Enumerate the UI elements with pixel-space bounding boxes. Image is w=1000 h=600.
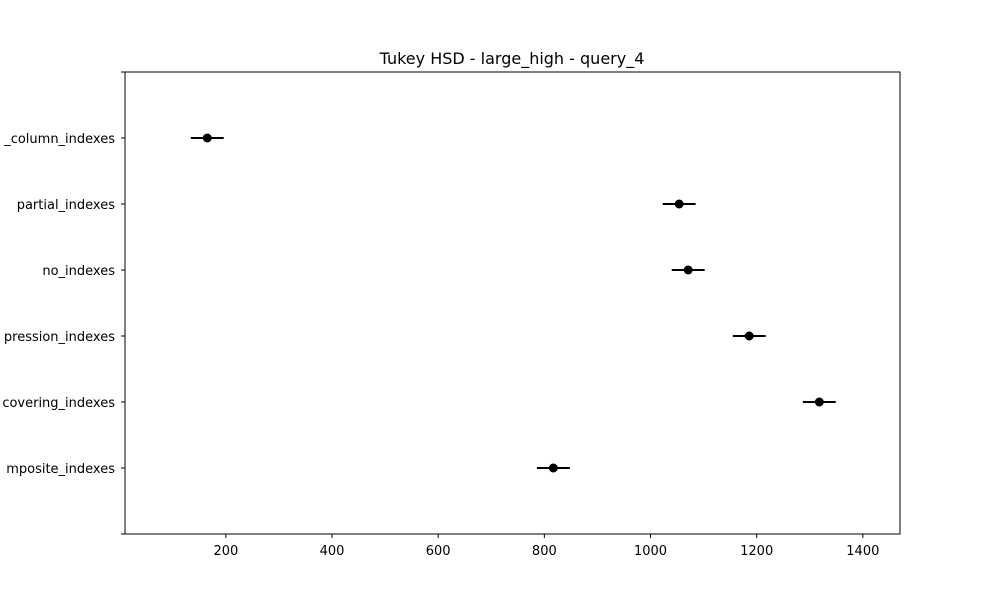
x-tick-label: 600 [426, 544, 451, 559]
x-tick-label: 800 [532, 544, 557, 559]
mean-point-partial_indexes [674, 199, 684, 209]
y-tick-label: _column_indexes [3, 132, 115, 147]
data-marks [190, 133, 836, 473]
mean-point-no_indexes [683, 265, 693, 275]
mean-point-expression_indexes [744, 331, 754, 341]
y-tick-label: pression_indexes [4, 330, 115, 345]
chart-title: Tukey HSD - large_high - query_4 [379, 49, 645, 69]
y-tick-label: no_indexes [42, 264, 115, 279]
y-tick-label: partial_indexes [17, 198, 116, 213]
x-tick-label: 1200 [740, 544, 773, 559]
mean-point-multi_column_indexes [202, 133, 212, 143]
x-tick-label: 200 [213, 544, 238, 559]
y-tick-label: mposite_indexes [6, 462, 115, 477]
x-axis: 200 400 600 800 1000 1200 1400 [213, 534, 879, 559]
x-tick-label: 1400 [846, 544, 879, 559]
y-tick-label: covering_indexes [2, 396, 115, 411]
y-axis: _column_indexes partial_indexes no_indexes… [2, 71, 125, 535]
mean-point-covering_indexes [814, 397, 824, 407]
mean-point-composite_indexes [548, 463, 558, 473]
x-tick-label: 1000 [634, 544, 667, 559]
plot-area-frame [124, 71, 901, 535]
x-tick-label: 400 [320, 544, 345, 559]
